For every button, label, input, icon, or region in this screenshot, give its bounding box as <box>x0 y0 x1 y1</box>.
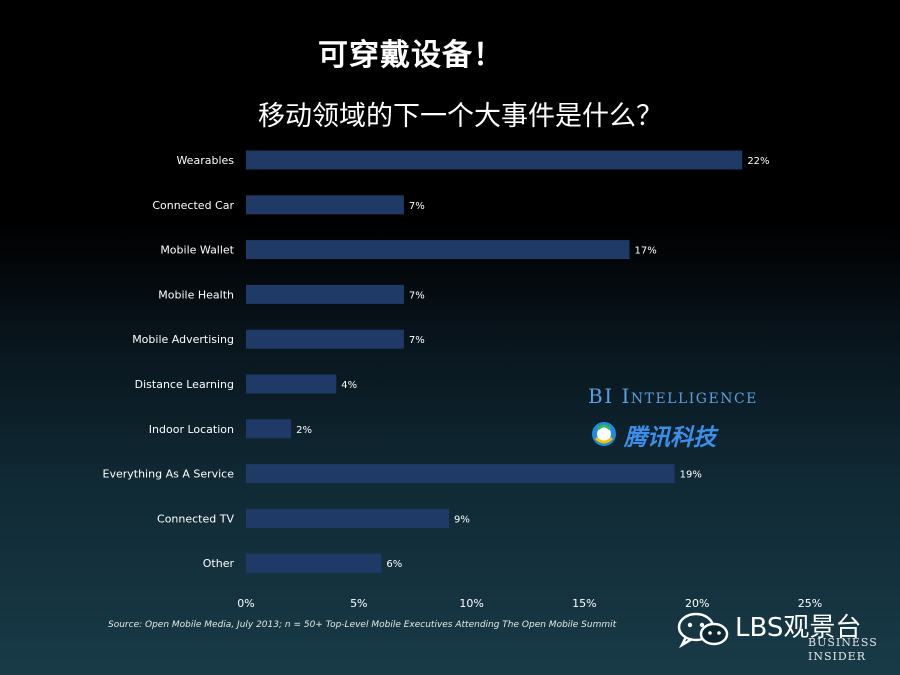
source-note: Source: Open Mobile Media, July 2013; n … <box>108 620 617 630</box>
data-label: 2% <box>296 425 312 436</box>
bar <box>246 553 382 573</box>
business-insider-logo: BUSINESS INSIDER <box>808 636 878 664</box>
bar <box>246 508 450 528</box>
bar <box>246 419 292 439</box>
tencent-tech-watermark: 腾讯科技 <box>624 425 716 451</box>
x-tick-label: 25% <box>798 597 822 610</box>
category-label: Indoor Location <box>149 423 234 436</box>
tencent-logo-icon <box>592 422 616 446</box>
wechat-account-name: LBS观景台 <box>735 613 862 643</box>
data-label: 19% <box>680 470 702 481</box>
category-label: Everything As A Service <box>103 468 235 481</box>
category-label: Mobile Health <box>158 288 234 301</box>
x-tick-label: 20% <box>685 597 709 610</box>
bi-intelligence-watermark: BI Intelligence <box>588 384 758 408</box>
category-label: Mobile Advertising <box>132 333 234 346</box>
chart-title: 移动领域的下一个大事件是什么？ <box>258 101 663 132</box>
x-tick-label: 10% <box>459 597 483 610</box>
data-label: 22% <box>747 156 769 167</box>
bar <box>246 374 337 394</box>
category-label: Distance Learning <box>135 378 234 391</box>
data-label: 7% <box>409 335 425 346</box>
x-tick-label: 15% <box>572 597 596 610</box>
wechat-icon <box>677 612 729 648</box>
bar <box>246 464 675 484</box>
bar <box>246 150 743 170</box>
category-label: Other <box>203 557 235 570</box>
bar <box>246 284 404 304</box>
bar <box>246 329 404 349</box>
data-label: 6% <box>386 559 402 570</box>
category-label: Wearables <box>176 154 234 167</box>
x-tick-label: 5% <box>350 597 367 610</box>
data-label: 9% <box>454 514 470 525</box>
bar <box>246 195 404 215</box>
data-label: 7% <box>409 290 425 301</box>
data-label: 4% <box>341 380 357 391</box>
category-label: Connected Car <box>152 199 234 212</box>
data-label: 7% <box>409 201 425 212</box>
category-label: Connected TV <box>157 512 234 525</box>
business-insider-line1: BUSINESS <box>808 636 878 649</box>
bar <box>246 240 630 260</box>
category-label: Mobile Wallet <box>160 244 234 257</box>
data-label: 17% <box>635 246 657 257</box>
page-title: 可穿戴设备！ <box>318 38 504 73</box>
business-insider-line2: INSIDER <box>808 650 866 663</box>
x-tick-label: 0% <box>237 597 254 610</box>
